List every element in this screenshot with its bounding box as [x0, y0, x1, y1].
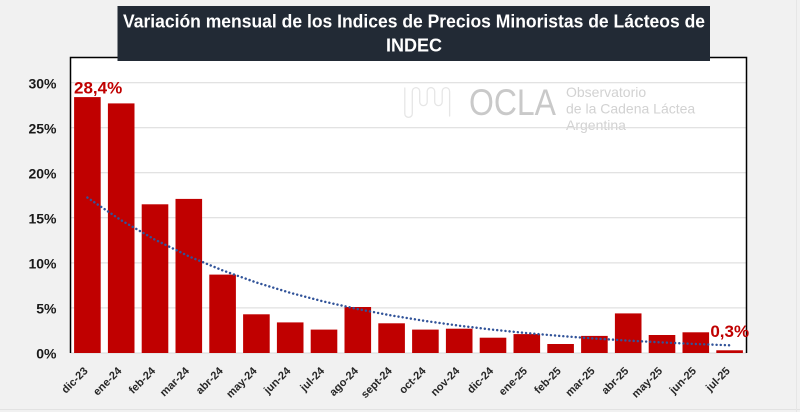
svg-text:5%: 5%: [36, 301, 57, 317]
svg-text:0,3%: 0,3%: [710, 322, 749, 341]
svg-text:OCLA: OCLA: [469, 82, 556, 123]
svg-text:Argentina: Argentina: [566, 117, 626, 133]
svg-text:25%: 25%: [28, 120, 57, 136]
svg-text:10%: 10%: [28, 256, 57, 272]
svg-text:Variación mensual de los Indic: Variación mensual de los Indices de Prec…: [123, 12, 705, 32]
svg-text:15%: 15%: [28, 211, 57, 227]
svg-text:0%: 0%: [36, 346, 57, 362]
svg-text:Observatorio: Observatorio: [566, 84, 646, 100]
svg-text:28,4%: 28,4%: [74, 79, 122, 98]
svg-text:30%: 30%: [28, 75, 57, 91]
svg-text:20%: 20%: [28, 166, 57, 182]
svg-text:de la Cadena Láctea: de la Cadena Láctea: [566, 101, 695, 117]
svg-text:INDEC: INDEC: [386, 36, 442, 56]
